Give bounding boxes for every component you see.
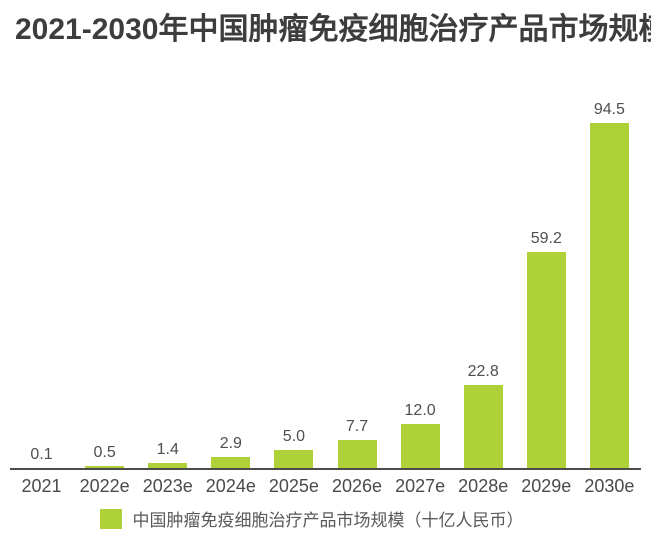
x-axis-tick-label: 2023e — [142, 476, 193, 496]
bar — [148, 463, 188, 468]
legend-label: 中国肿瘤免疫细胞治疗产品市场规模（十亿人民币） — [132, 511, 524, 530]
bar-column: 59.2 — [515, 231, 578, 468]
x-axis-tick-label: 2026e — [331, 476, 383, 496]
x-axis-tick-labels: 2021 2022e 2023e 2024e 2025e 2026e 2027e 2028e 2… — [10, 476, 641, 497]
bar — [589, 123, 629, 468]
bar-value-label: 7.7 — [345, 418, 369, 435]
bar-value-label: 59.2 — [530, 230, 562, 247]
bar-column: 12.0 — [389, 403, 452, 468]
legend-swatch — [99, 508, 122, 529]
x-axis-tick-label: 2027e — [395, 476, 446, 496]
x-axis-tick-label: 2021 — [21, 476, 62, 496]
bar-column: 1.4 — [136, 442, 199, 468]
bar-value-label: 22.8 — [467, 363, 499, 380]
bar-value-label: 5.0 — [282, 428, 306, 445]
bar — [211, 457, 251, 468]
x-axis-tick-label: 2029e — [521, 476, 572, 496]
bar — [463, 385, 503, 468]
bar — [526, 252, 566, 468]
bar-chart-plot-area: 0.1 0.5 1.4 2.9 5.0 7.7 12.0 22.8 59.2 94.5 — [10, 0, 641, 468]
x-axis-tick-label: 2024e — [205, 476, 256, 496]
bar-column: 0.1 — [10, 447, 73, 468]
bar — [274, 450, 314, 468]
bar-column: 94.5 — [578, 102, 641, 468]
legend: 中国肿瘤免疫细胞治疗产品市场规模（十亿人民币） — [0, 506, 637, 531]
bar-column: 0.5 — [73, 445, 136, 468]
bar-value-label: 12.0 — [404, 402, 436, 419]
x-axis-tick-label: 2028e — [458, 476, 509, 496]
bar — [337, 440, 377, 468]
x-axis-tick-label: 2025e — [268, 476, 319, 496]
bar-column: 7.7 — [325, 419, 388, 468]
bar-value-label: 94.5 — [593, 101, 625, 118]
bar-value-label: 0.1 — [30, 446, 53, 463]
x-axis-line — [10, 468, 641, 470]
bar-column: 22.8 — [452, 364, 515, 468]
bar — [400, 424, 440, 468]
bar-column: 5.0 — [262, 429, 325, 468]
chart-title: 2021-2030年中国肿瘤免疫细胞治疗产品市场规模 — [15, 13, 651, 46]
bar-value-label: 2.9 — [219, 435, 242, 452]
bar-value-label: 1.4 — [156, 441, 179, 458]
x-axis-tick-label: 2022e — [79, 476, 130, 496]
bar — [85, 466, 125, 468]
bar-column: 2.9 — [199, 436, 262, 468]
bar-value-label: 0.5 — [93, 444, 116, 461]
x-axis-tick-label: 2030e — [584, 476, 635, 496]
